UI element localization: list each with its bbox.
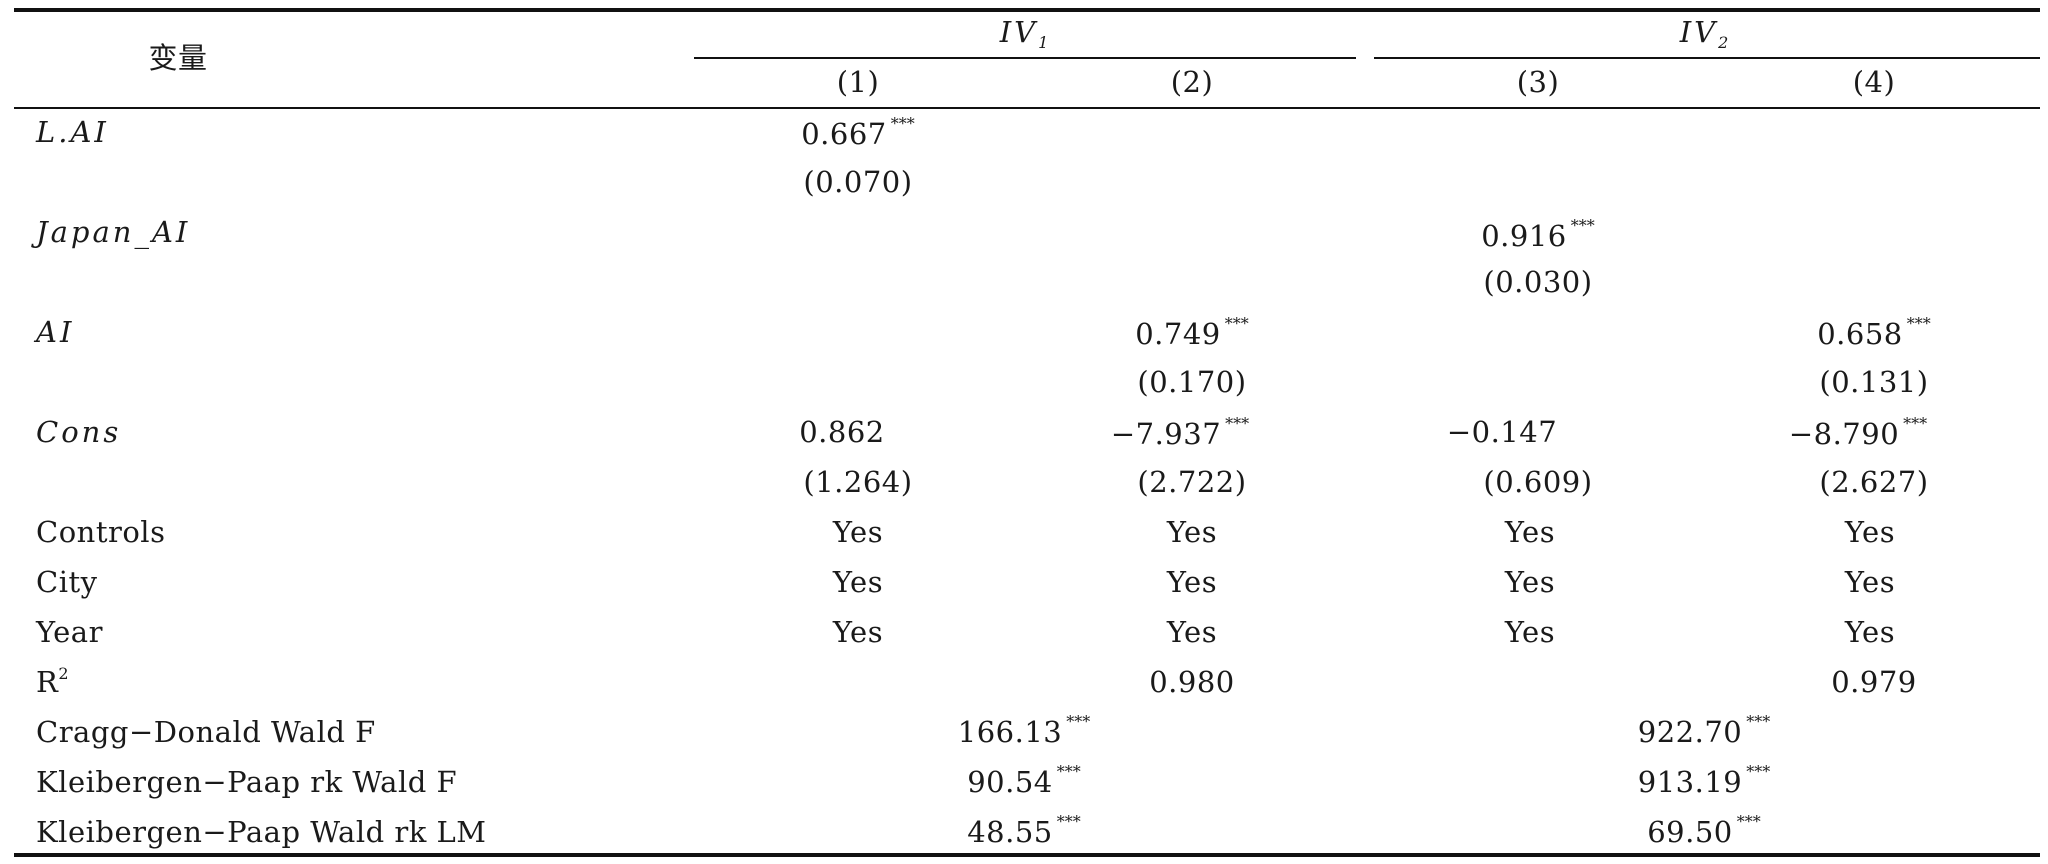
coef-cons-col2: −7.937 *** — [1110, 414, 1250, 451]
r2-col2: 0.980 — [1149, 665, 1235, 699]
coef-cons-col3: −0.147 — [1446, 415, 1558, 449]
se-lai-col1: (0.070) — [803, 165, 913, 199]
variable-header: 变量 — [148, 41, 208, 75]
header-rule — [14, 107, 2040, 109]
top-rule — [14, 8, 2040, 12]
row-label-kp-lm: Kleibergen−Paap Wald rk LM — [36, 815, 487, 849]
se-cons-col1: (1.264) — [803, 465, 913, 499]
coef-ai-col4: 0.658 *** — [1817, 314, 1931, 351]
row-label-japan-ai: Japan_AI — [36, 215, 191, 249]
se-ai-col4: (0.131) — [1819, 365, 1929, 399]
row-label-city: City — [36, 565, 98, 599]
city-col1: Yes — [832, 565, 884, 599]
kp-lm-iv1: 48.55 *** — [967, 812, 1081, 849]
cragg-iv2: 922.70 *** — [1637, 712, 1771, 749]
city-col3: Yes — [1504, 565, 1556, 599]
cragg-iv1: 166.13 *** — [957, 712, 1091, 749]
group-underline-iv1 — [694, 57, 1356, 59]
year-col3: Yes — [1504, 615, 1556, 649]
coef-ai-col2: 0.749 *** — [1135, 314, 1249, 351]
coef-cons-col4: −8.790 *** — [1788, 414, 1928, 451]
column-header-4: (4) — [1852, 65, 1896, 99]
kp-f-iv2: 913.19 *** — [1637, 762, 1771, 799]
row-label-year: Year — [36, 615, 103, 649]
group-header-iv1: IV1 — [999, 15, 1049, 52]
row-label-cons: Cons — [36, 415, 122, 449]
column-header-3: (3) — [1516, 65, 1560, 99]
row-label-controls: Controls — [36, 515, 166, 549]
coef-japan-col3: 0.916 *** — [1481, 216, 1595, 253]
se-japan-col3: (0.030) — [1483, 265, 1593, 299]
column-header-2: (2) — [1170, 65, 1214, 99]
controls-col3: Yes — [1504, 515, 1556, 549]
column-header-1: (1) — [836, 65, 880, 99]
row-label-r2: R2 — [36, 664, 69, 699]
kp-lm-iv2: 69.50 *** — [1647, 812, 1761, 849]
city-col2: Yes — [1166, 565, 1218, 599]
se-cons-col4: (2.627) — [1819, 465, 1929, 499]
city-col4: Yes — [1844, 565, 1896, 599]
row-label-cragg-donald: Cragg−Donald Wald F — [36, 715, 376, 749]
r2-col4: 0.979 — [1831, 665, 1917, 699]
se-cons-col3: (0.609) — [1483, 465, 1593, 499]
bottom-rule — [14, 853, 2040, 857]
coef-cons-col1: 0.862 — [799, 415, 885, 449]
se-cons-col2: (2.722) — [1137, 465, 1247, 499]
group-header-iv2: IV2 — [1679, 15, 1729, 52]
controls-col2: Yes — [1166, 515, 1218, 549]
row-label-kp-wald-f: Kleibergen−Paap rk Wald F — [36, 765, 458, 799]
controls-col1: Yes — [832, 515, 884, 549]
year-col1: Yes — [832, 615, 884, 649]
kp-f-iv1: 90.54 *** — [967, 762, 1081, 799]
year-col2: Yes — [1166, 615, 1218, 649]
year-col4: Yes — [1844, 615, 1896, 649]
controls-col4: Yes — [1844, 515, 1896, 549]
coef-lai-col1: 0.667 *** — [801, 114, 915, 151]
se-ai-col2: (0.170) — [1137, 365, 1247, 399]
row-label-lai: L.AI — [36, 115, 109, 149]
group-underline-iv2 — [1374, 57, 2040, 59]
row-label-ai: AI — [36, 315, 75, 349]
